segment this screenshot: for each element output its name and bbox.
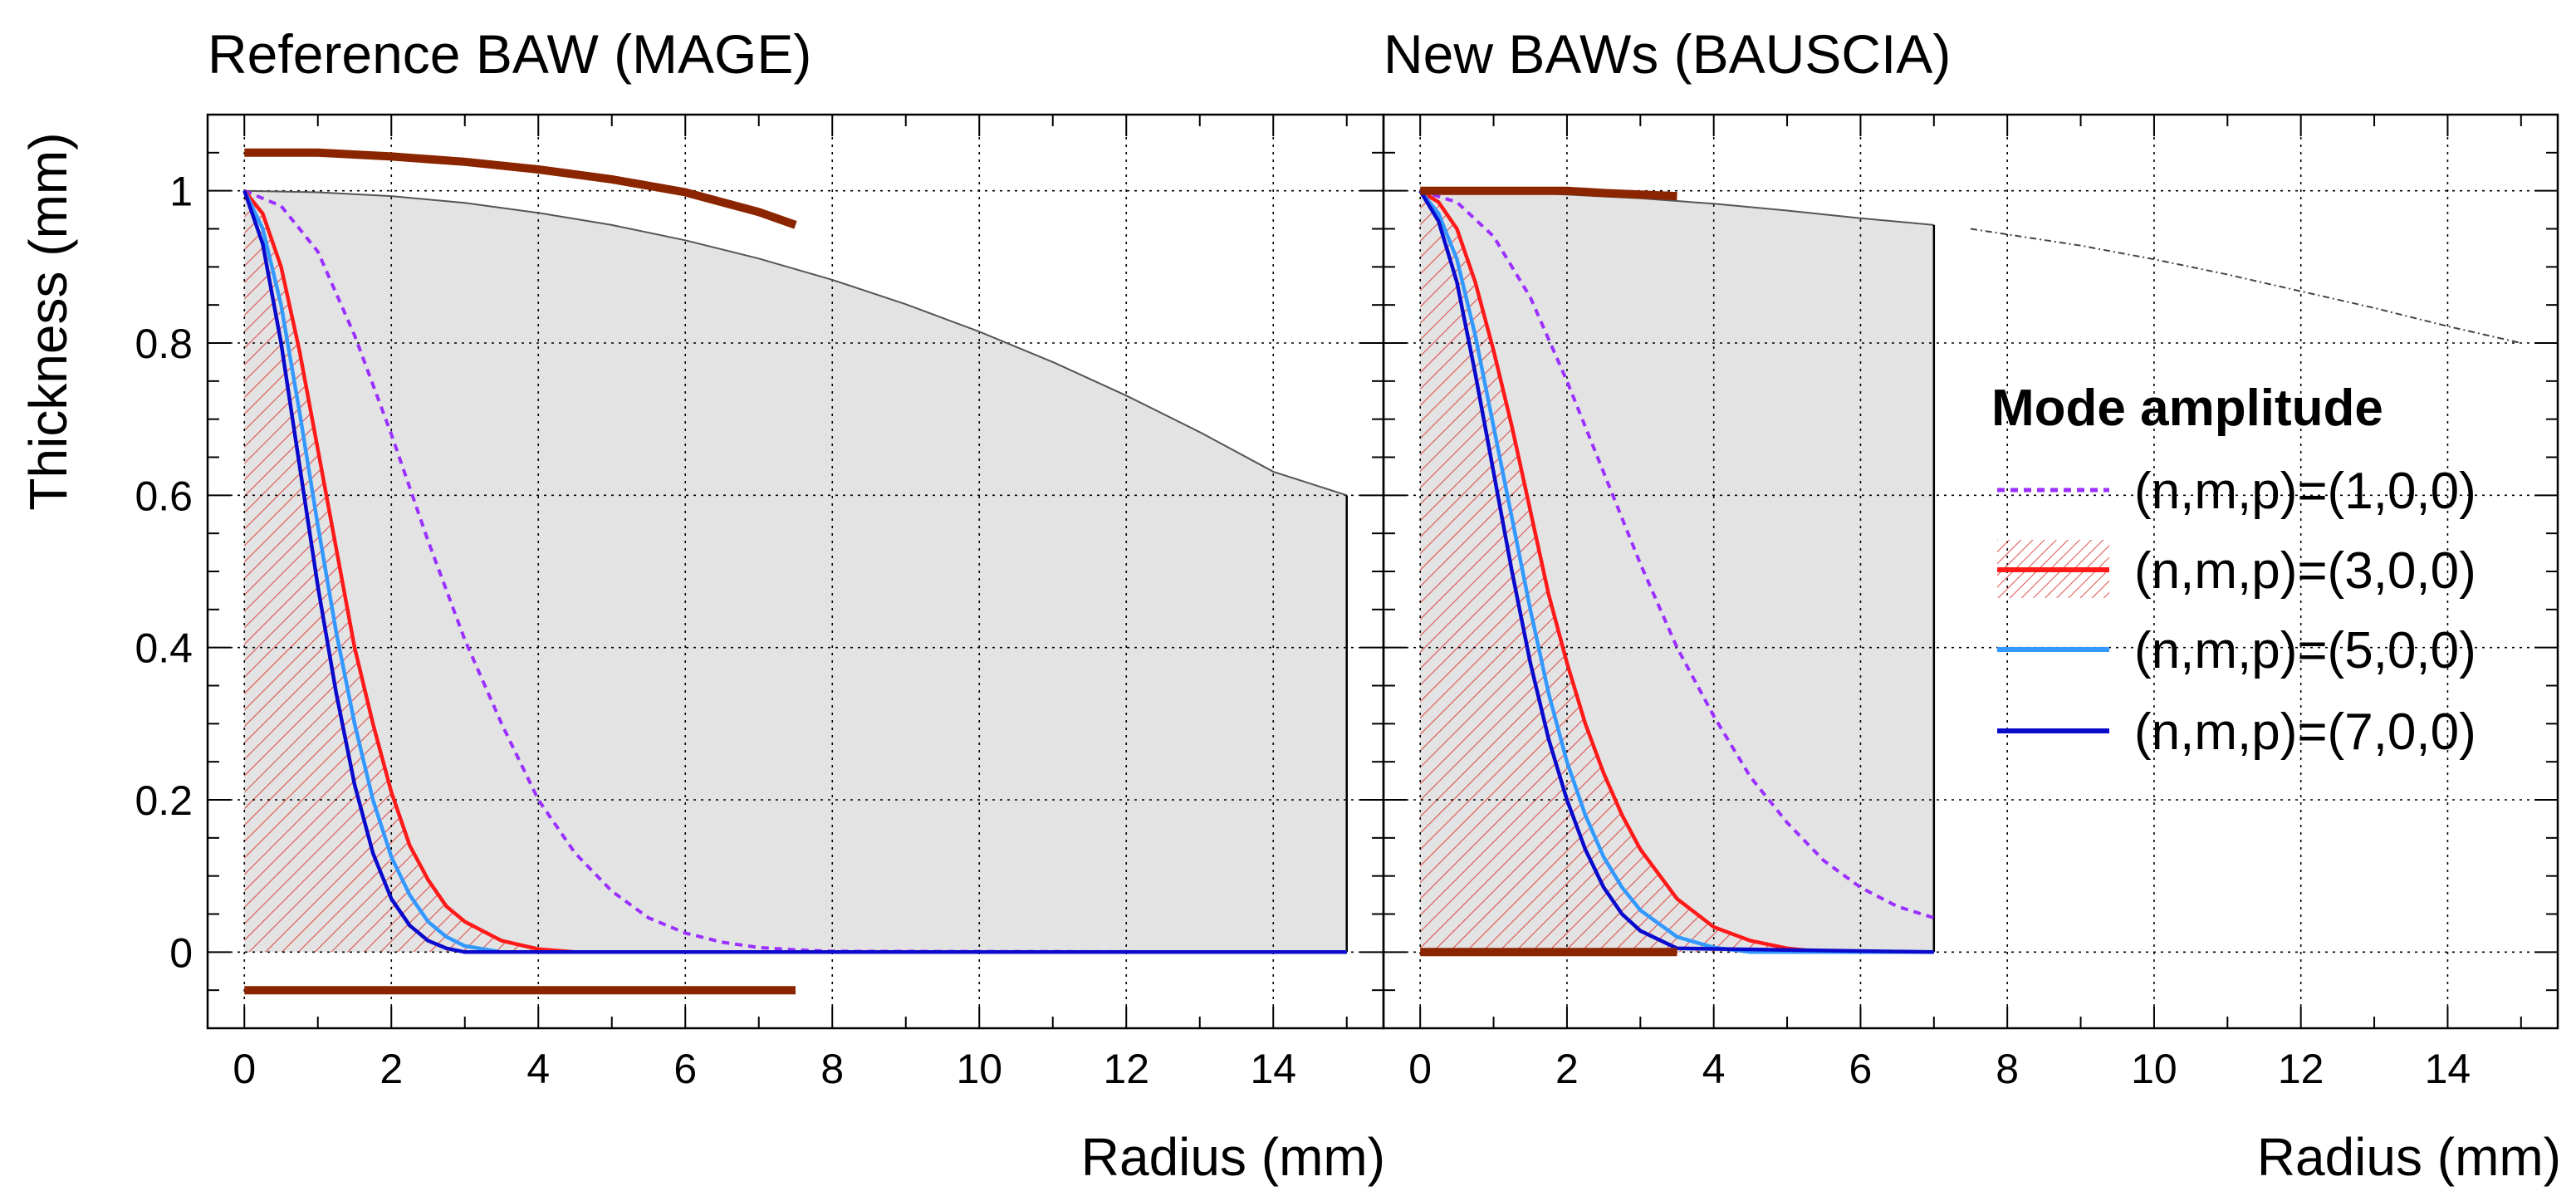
y-tick-label: 1 xyxy=(169,169,193,215)
y-tick-label: 0 xyxy=(169,929,193,976)
left-panel: 0 2 4 6 8 10 12 14 0 0.2 0.4 0.6 0.8 1 xyxy=(135,113,1385,1092)
profile-extension xyxy=(1970,228,2522,344)
right-panel-title: New BAWs (BAUSCIA) xyxy=(1383,23,1951,85)
x-tick-label: 14 xyxy=(2425,1046,2471,1092)
legend-label-mode-3: (n,m,p)=(3,0,0) xyxy=(2134,542,2476,600)
series-line-mode-5 xyxy=(1418,189,1934,954)
legend-label-mode-5: (n,m,p)=(5,0,0) xyxy=(2134,622,2476,679)
series-line-mode-5 xyxy=(242,189,1347,954)
x-tick-label: 8 xyxy=(1996,1046,2019,1092)
x-tick-label: 2 xyxy=(1555,1046,1579,1092)
x-tick-label: 0 xyxy=(1408,1046,1432,1092)
x-tick-label: 0 xyxy=(233,1046,256,1092)
series-line-mode-7 xyxy=(1418,189,1934,954)
series-line-mode-1 xyxy=(1419,189,1935,920)
profile-outline xyxy=(244,189,1348,497)
x-tick-label: 4 xyxy=(1702,1046,1726,1092)
mode-3-hatch-area xyxy=(1420,190,1934,953)
y-tick-label: 0.2 xyxy=(135,777,193,824)
x-tick-label: 12 xyxy=(2278,1046,2324,1092)
left-x-axis-label: Radius (mm) xyxy=(1081,1127,1385,1187)
x-tick-label: 6 xyxy=(1849,1046,1873,1092)
x-tick-label: 14 xyxy=(1250,1046,1296,1092)
y-axis-label: Thickness (mm) xyxy=(18,132,78,510)
x-tick-label: 8 xyxy=(820,1046,844,1092)
right-panel: 0 2 4 6 8 10 12 14 xyxy=(1382,113,2559,1092)
x-tick-label: 10 xyxy=(2131,1046,2177,1092)
series-line-mode-3 xyxy=(1419,189,1934,954)
profile-area xyxy=(244,190,1347,953)
y-tick-label: 0.4 xyxy=(135,625,193,672)
mode-3-hatch-area xyxy=(244,190,1347,953)
legend: Mode amplitude (n,m,p)=(1,0,0) (n,m,p)=(… xyxy=(1991,380,2476,761)
top-electrode xyxy=(1420,186,1677,201)
legend-label-mode-1: (n,m,p)=(1,0,0) xyxy=(2134,463,2476,520)
legend-title: Mode amplitude xyxy=(1991,380,2383,437)
right-x-axis-label: Radius (mm) xyxy=(2257,1127,2561,1187)
top-electrode xyxy=(244,148,797,229)
x-tick-label: 2 xyxy=(380,1046,403,1092)
x-tick-label: 4 xyxy=(526,1046,550,1092)
x-tick-label: 10 xyxy=(956,1046,1002,1092)
x-tick-label: 6 xyxy=(673,1046,697,1092)
legend-label-mode-7: (n,m,p)=(7,0,0) xyxy=(2134,703,2476,761)
left-panel-title: Reference BAW (MAGE) xyxy=(208,23,811,85)
x-tick-label: 12 xyxy=(1103,1046,1149,1092)
y-tick-label: 0.8 xyxy=(135,321,193,367)
series-line-mode-1 xyxy=(243,189,1347,954)
y-tick-label: 0.6 xyxy=(135,473,193,519)
series-line-mode-3 xyxy=(242,189,1347,954)
series-line-mode-7 xyxy=(242,189,1347,954)
